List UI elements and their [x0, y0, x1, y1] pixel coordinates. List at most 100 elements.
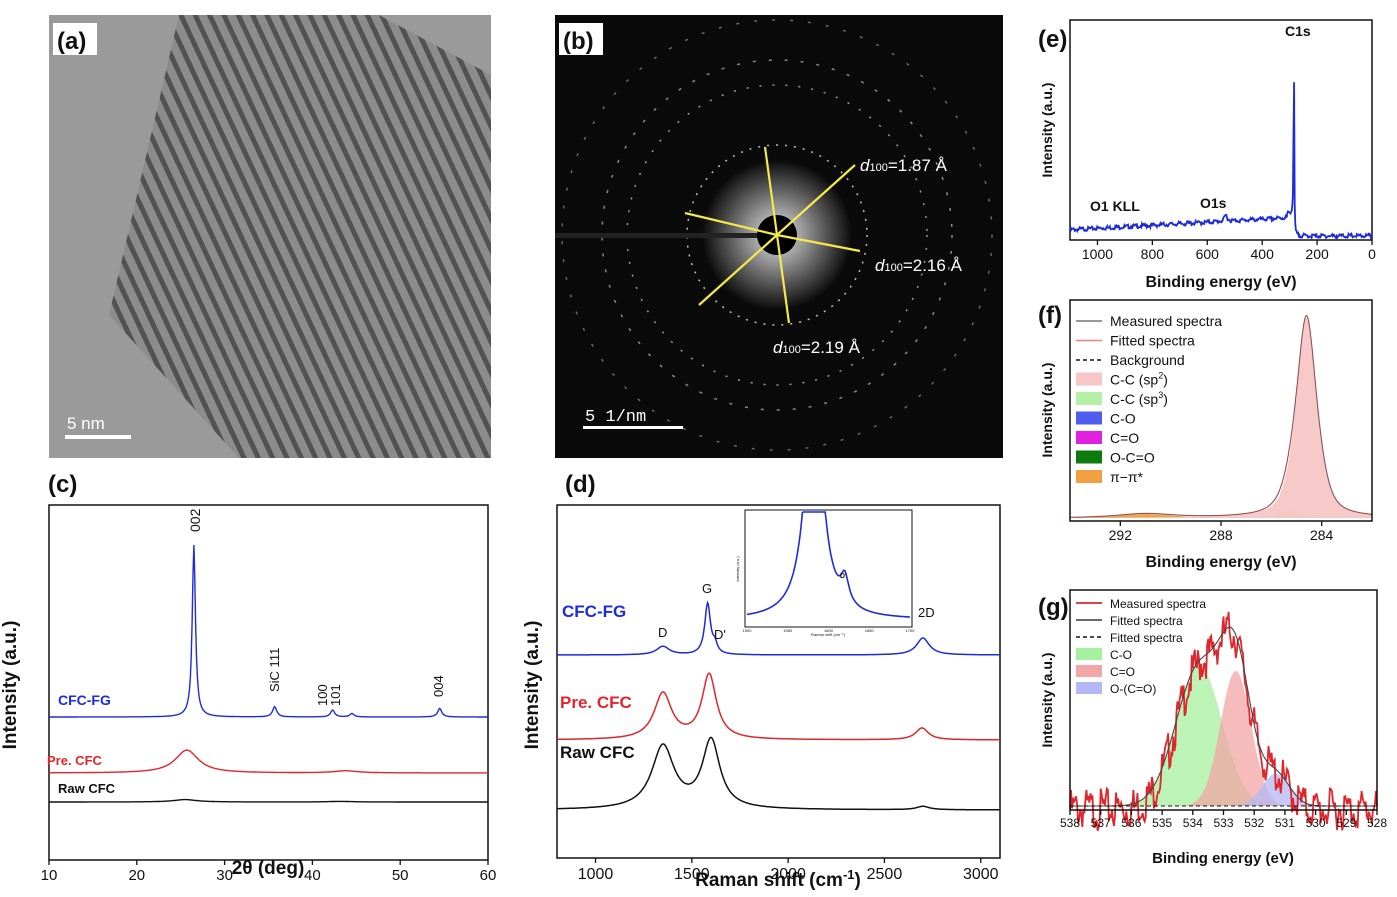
panel-f-xps-c1s: (f) 292 288 284 Measured spectra Fitted spe… — [1030, 295, 1397, 575]
x-tick-label: 800 — [1141, 246, 1165, 262]
legend-swatch — [1076, 648, 1102, 660]
series-label-pre-cfc: Pre. CFC — [47, 753, 103, 768]
x-axis-label: Binding energy (eV) — [1145, 274, 1296, 291]
panel-b-saed-image: d100=1.87 Å d100=2.16 Å d100=2.19 Å (b) … — [555, 15, 1003, 458]
x-tick-label: 200 — [1305, 246, 1329, 262]
x-tick-label: 534 — [1183, 816, 1203, 830]
x-tick-label: 533 — [1213, 816, 1233, 830]
y-axis-label: Intensity (a.u.) — [1039, 363, 1055, 458]
legend-label: C-O — [1110, 648, 1132, 662]
annotation-d-prime: D' — [714, 627, 726, 642]
panel-c-label: (c) — [48, 471, 77, 498]
x-tick-label: 1000 — [578, 866, 614, 883]
x-axis-label: Binding energy (eV) — [1145, 554, 1296, 571]
panel-d-raman-chart: (d) 1000 1500 2000 2500 3000 Intensity (a.u.… — [510, 460, 1010, 897]
series-label-cfc-fg: CFC-FG — [562, 602, 626, 621]
legend-swatch — [1076, 392, 1102, 405]
x-tick-label: 50 — [392, 867, 409, 884]
series-line-raw-cfc — [557, 736, 1000, 811]
x-tick-label: 284 — [1310, 527, 1334, 543]
legend-swatch — [1076, 431, 1102, 444]
x-tick-label: 531 — [1275, 816, 1295, 830]
legend-label: Background — [1110, 352, 1185, 368]
legend-label: C-O — [1110, 411, 1136, 427]
panel-e-xps-survey: (e) 1000 800 600 400 200 0 Intensity (a.u.) B… — [1030, 15, 1397, 295]
xrd-chart-svg: (c) 10 20 30 40 50 60 Intensity (a.u.) 2θ (de… — [0, 471, 496, 884]
panel-c-xrd-chart: (c) 10 20 30 40 50 60 Intensity (a.u.) 2θ (de… — [0, 460, 500, 897]
x-tick-label: 530 — [1306, 816, 1326, 830]
raman-inset: D' Raman shift (cm⁻¹) Intensity (a.u.) 1… — [735, 509, 915, 637]
y-axis-label: Intensity (a.u.) — [1039, 83, 1055, 178]
x-tick-label: 292 — [1109, 527, 1133, 543]
legend-label: C=O — [1110, 665, 1135, 679]
legend-label: Fitted spectra — [1110, 631, 1183, 645]
saed-pattern: d100=1.87 Å d100=2.16 Å d100=2.19 Å (b) … — [555, 15, 1003, 458]
xps-survey-svg: (e) 1000 800 600 400 200 0 Intensity (a.u.) B… — [1038, 19, 1376, 291]
annotation-100: 100 — [315, 684, 330, 706]
legend-swatch — [1076, 411, 1102, 425]
x-tick-label: 0 — [1368, 246, 1376, 262]
tem-lattice-image: (a) 5 nm — [49, 15, 491, 458]
x-tick-label: 3000 — [963, 866, 999, 883]
x-tick-label: 400 — [1251, 246, 1275, 262]
legend-swatch — [1076, 450, 1102, 464]
d100-label-1: d100=1.87 Å — [860, 156, 948, 175]
legend-label: Measured spectra — [1110, 597, 1206, 611]
x-tick-label: 529 — [1336, 816, 1356, 830]
panel-g-xps-o1s: (g) 538 537 536 535 534 533 532 531 530 529 528 Me… — [1030, 585, 1397, 875]
legend-label: C-C (sp2) — [1110, 371, 1168, 388]
x-tick-label: 535 — [1152, 816, 1172, 830]
series-label-pre-cfc: Pre. CFC — [560, 693, 632, 712]
plot-frame — [48, 504, 489, 861]
d100-label-3: d100=2.19 Å — [773, 338, 861, 357]
x-tick-label: 528 — [1367, 816, 1387, 830]
legend-label: Fitted spectra — [1110, 614, 1183, 628]
measured-spectra-line — [1069, 611, 1378, 831]
legend-label: Measured spectra — [1110, 313, 1222, 329]
y-axis-label: Intensity (a.u.) — [1039, 653, 1055, 748]
panel-b-scalebar: 5 1/nm — [585, 408, 646, 427]
plot-frame — [1069, 19, 1373, 241]
series-line-pre-cfc — [557, 672, 1000, 741]
annotation-004: 004 — [431, 675, 446, 697]
x-tick-label: 536 — [1121, 816, 1141, 830]
legend-label: O-C=O — [1110, 450, 1155, 466]
x-tick-label: 20 — [128, 867, 145, 884]
series-label-cfc-fg: CFC-FG — [58, 692, 111, 708]
annotation-o1s: O1s — [1200, 195, 1227, 211]
inset-y-label: Intensity (a.u.) — [735, 556, 740, 582]
legend-swatch — [1076, 470, 1102, 483]
panel-a-label: (a) — [57, 28, 86, 55]
lattice-vector-arrows — [684, 146, 861, 324]
legend-label: Fitted spectra — [1110, 333, 1195, 349]
measured-spectra-line — [1070, 315, 1373, 518]
x-tick-label: 538 — [1060, 816, 1080, 830]
series-label-raw-cfc: Raw CFC — [58, 781, 116, 796]
annotation-d: D — [658, 625, 667, 640]
annotation-c1s: C1s — [1285, 23, 1311, 39]
panel-b-label: (b) — [563, 28, 594, 55]
x-tick-label: 2000 — [770, 866, 806, 883]
x-tick-label: 40 — [304, 867, 321, 884]
inset-x-tick-label: 1500 — [743, 628, 753, 633]
series-line-cfc-fg — [49, 544, 488, 718]
x-axis-label: 2θ (deg) — [232, 858, 305, 879]
x-tick-label: 30 — [216, 867, 233, 884]
series-line-pre-cfc — [49, 749, 488, 774]
annotation-002: 002 — [187, 508, 203, 532]
panel-a-scalebar: 5 nm — [67, 414, 105, 433]
x-tick-label: 10 — [41, 867, 58, 884]
legend-swatch — [1076, 372, 1102, 386]
d100-label-2: d100=2.16 Å — [875, 256, 963, 275]
xps-o1s-svg: (g) 538 537 536 535 534 533 532 531 530 529 528 Me… — [1038, 589, 1387, 867]
panel-f-label: (f) — [1038, 302, 1062, 329]
legend-label: C-C (sp3) — [1110, 390, 1168, 407]
annotation-2d: 2D — [918, 605, 935, 620]
panel-a-tem-image: (a) 5 nm — [49, 15, 491, 458]
inset-x-tick-label: 1600 — [824, 628, 834, 633]
x-axis-label: Binding energy (eV) — [1152, 850, 1294, 867]
x-tick-label: 1500 — [674, 866, 710, 883]
plot-frame — [556, 504, 1001, 859]
x-axis-label: Raman shift (cm-1) — [695, 867, 861, 891]
x-tick-label: 288 — [1209, 527, 1233, 543]
